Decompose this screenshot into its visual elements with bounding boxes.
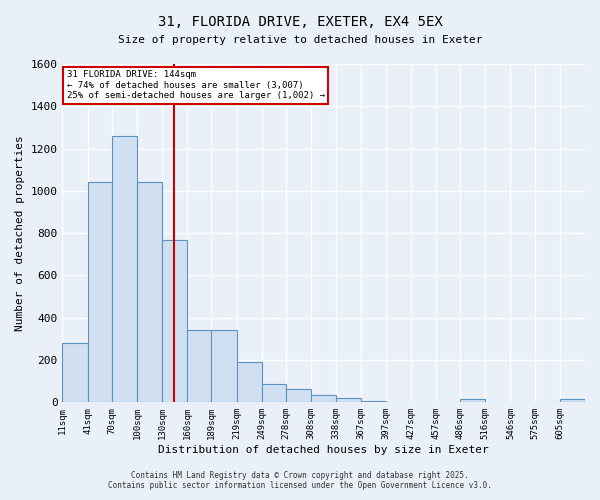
Text: Contains HM Land Registry data © Crown copyright and database right 2025.
Contai: Contains HM Land Registry data © Crown c… — [108, 470, 492, 490]
Bar — [187, 330, 211, 402]
Bar — [112, 136, 137, 402]
Bar — [88, 182, 112, 402]
X-axis label: Distribution of detached houses by size in Exeter: Distribution of detached houses by size … — [158, 445, 489, 455]
Text: 31 FLORIDA DRIVE: 144sqm
← 74% of detached houses are smaller (3,007)
25% of sem: 31 FLORIDA DRIVE: 144sqm ← 74% of detach… — [67, 70, 325, 100]
Text: 31, FLORIDA DRIVE, EXETER, EX4 5EX: 31, FLORIDA DRIVE, EXETER, EX4 5EX — [158, 15, 442, 29]
Bar — [262, 384, 286, 402]
Bar — [560, 399, 585, 402]
Y-axis label: Number of detached properties: Number of detached properties — [15, 136, 25, 331]
Bar — [336, 398, 361, 402]
Text: Size of property relative to detached houses in Exeter: Size of property relative to detached ho… — [118, 35, 482, 45]
Bar — [162, 240, 187, 402]
Bar — [460, 399, 485, 402]
Bar — [286, 388, 311, 402]
Bar — [311, 395, 336, 402]
Bar — [62, 343, 88, 402]
Bar — [137, 182, 162, 402]
Bar — [236, 362, 262, 403]
Bar — [211, 330, 236, 402]
